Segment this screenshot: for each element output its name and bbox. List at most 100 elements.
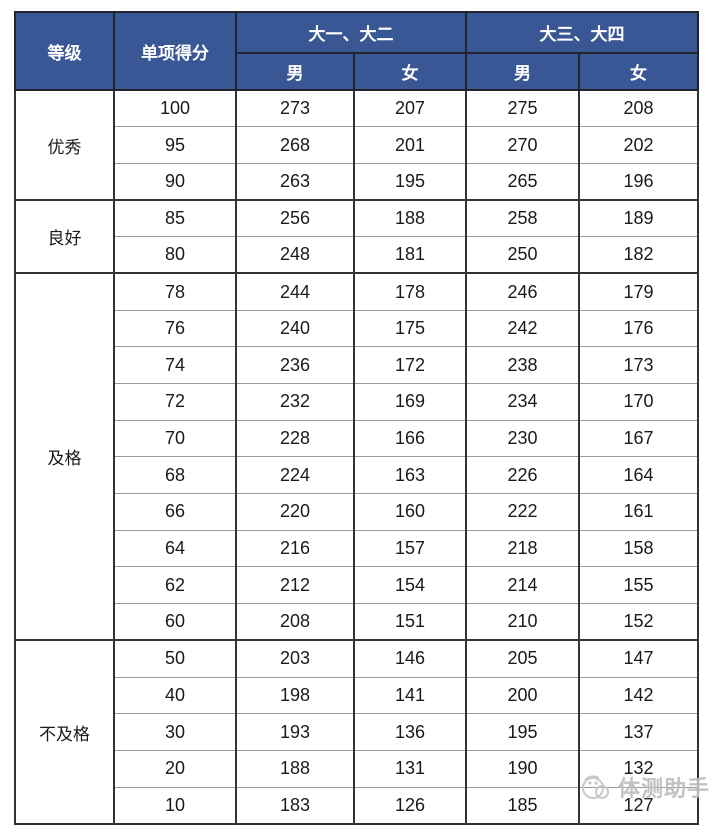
- value-cell: 182: [578, 236, 699, 274]
- value-cell: 242: [465, 309, 580, 347]
- value-cell: 136: [353, 713, 467, 751]
- table-row: 及格 78 244 178 246 179: [14, 272, 699, 641]
- value-cell: 228: [235, 419, 355, 457]
- value-cell: 131: [353, 749, 467, 788]
- score-cell: 90: [113, 162, 237, 201]
- value-cell: 218: [465, 529, 580, 567]
- value-cell: 263: [235, 162, 355, 201]
- value-cell: 224: [235, 456, 355, 494]
- value-cell: 268: [235, 126, 355, 164]
- value-cell: 161: [578, 493, 699, 531]
- value-cell: 158: [578, 529, 699, 567]
- value-cell: 212: [235, 566, 355, 604]
- value-cell: 173: [578, 346, 699, 384]
- header-row-gender: 男 女 男 女: [15, 52, 699, 91]
- value-cell: 250: [465, 236, 580, 274]
- value-cell: 170: [578, 383, 699, 421]
- score-table: 等级 单项得分 大一、大二 大三、大四 男 女 男 女 优秀 100 273 207 2…: [14, 11, 699, 825]
- header-group-2: 大三、大四: [465, 11, 699, 54]
- table-row: 72 232 169 234 170: [15, 383, 699, 421]
- table-row: 优秀 100 273 207 275 208: [14, 88, 699, 201]
- score-cell: 10: [113, 786, 237, 824]
- table-row: 10 183 126 185 127: [15, 786, 699, 824]
- value-cell: 152: [578, 603, 699, 641]
- value-cell: 265: [465, 162, 580, 201]
- score-cell: 100: [113, 89, 237, 127]
- value-cell: 205: [465, 639, 580, 677]
- table-row: 60 208 151 210 152: [15, 603, 699, 641]
- value-cell: 163: [353, 456, 467, 494]
- header-row-groups: 等级 单项得分 大一、大二 大三、大四: [14, 11, 699, 91]
- table-row: 80 248 181 250 182: [15, 236, 699, 274]
- value-cell: 127: [578, 786, 699, 824]
- table-row: 40 198 141 200 142: [15, 676, 699, 714]
- value-cell: 154: [353, 566, 467, 604]
- value-cell: 232: [235, 383, 355, 421]
- score-cell: 95: [113, 126, 237, 164]
- value-cell: 238: [465, 346, 580, 384]
- grade-cell: 良好: [14, 199, 115, 274]
- value-cell: 193: [235, 713, 355, 751]
- score-cell: 40: [113, 676, 237, 714]
- table-row: 74 236 172 238 173: [15, 346, 699, 384]
- table-row: 64 216 157 218 158: [15, 529, 699, 567]
- table-row: 66 220 160 222 161: [15, 493, 699, 531]
- watermark-text: 体测助手: [618, 776, 711, 801]
- value-cell: 178: [353, 272, 467, 311]
- value-cell: 196: [578, 162, 699, 201]
- score-cell: 50: [113, 639, 237, 677]
- value-cell: 226: [465, 456, 580, 494]
- value-cell: 195: [465, 713, 580, 751]
- value-cell: 151: [353, 603, 467, 641]
- header-group2-male: 男: [465, 52, 580, 91]
- value-cell: 188: [235, 749, 355, 788]
- table-row: 20 188 131 190 132: [15, 749, 699, 788]
- value-cell: 172: [353, 346, 467, 384]
- value-cell: 222: [465, 493, 580, 531]
- value-cell: 200: [465, 676, 580, 714]
- score-cell: 20: [113, 749, 237, 788]
- value-cell: 240: [235, 309, 355, 347]
- value-cell: 273: [235, 89, 355, 127]
- value-cell: 176: [578, 309, 699, 347]
- table-row: 不及格 50 203 146 205 147: [14, 639, 699, 824]
- score-table-body: 优秀 100 273 207 275 208 95 268 201 270 202 90 263 195 2…: [14, 88, 699, 824]
- value-cell: 126: [353, 786, 467, 824]
- watermark: 体测助手: [581, 771, 710, 803]
- value-cell: 167: [578, 419, 699, 457]
- value-cell: 132: [578, 749, 699, 788]
- header-group-1: 大一、大二: [235, 11, 467, 54]
- score-cell: 80: [113, 236, 237, 274]
- value-cell: 189: [578, 199, 699, 237]
- header-score: 单项得分: [113, 11, 237, 91]
- value-cell: 234: [465, 383, 580, 421]
- score-cell: 76: [113, 309, 237, 347]
- table-row: 90 263 195 265 196: [15, 162, 699, 201]
- value-cell: 195: [353, 162, 467, 201]
- value-cell: 185: [465, 786, 580, 824]
- value-cell: 207: [353, 89, 467, 127]
- table-row: 62 212 154 214 155: [15, 566, 699, 604]
- value-cell: 208: [578, 89, 699, 127]
- score-cell: 66: [113, 493, 237, 531]
- grade-cell: 优秀: [14, 88, 115, 201]
- value-cell: 230: [465, 419, 580, 457]
- table-row: 70 228 166 230 167: [15, 419, 699, 457]
- value-cell: 142: [578, 676, 699, 714]
- value-cell: 147: [578, 639, 699, 677]
- header-group1-male: 男: [235, 52, 355, 91]
- value-cell: 216: [235, 529, 355, 567]
- value-cell: 275: [465, 89, 580, 127]
- value-cell: 146: [353, 639, 467, 677]
- watermark-mascot-icon: [581, 772, 615, 802]
- header-grade: 等级: [14, 11, 115, 91]
- header-group2-female: 女: [578, 52, 699, 91]
- value-cell: 157: [353, 529, 467, 567]
- value-cell: 169: [353, 383, 467, 421]
- score-cell: 72: [113, 383, 237, 421]
- value-cell: 198: [235, 676, 355, 714]
- value-cell: 201: [353, 126, 467, 164]
- value-cell: 141: [353, 676, 467, 714]
- value-cell: 188: [353, 199, 467, 237]
